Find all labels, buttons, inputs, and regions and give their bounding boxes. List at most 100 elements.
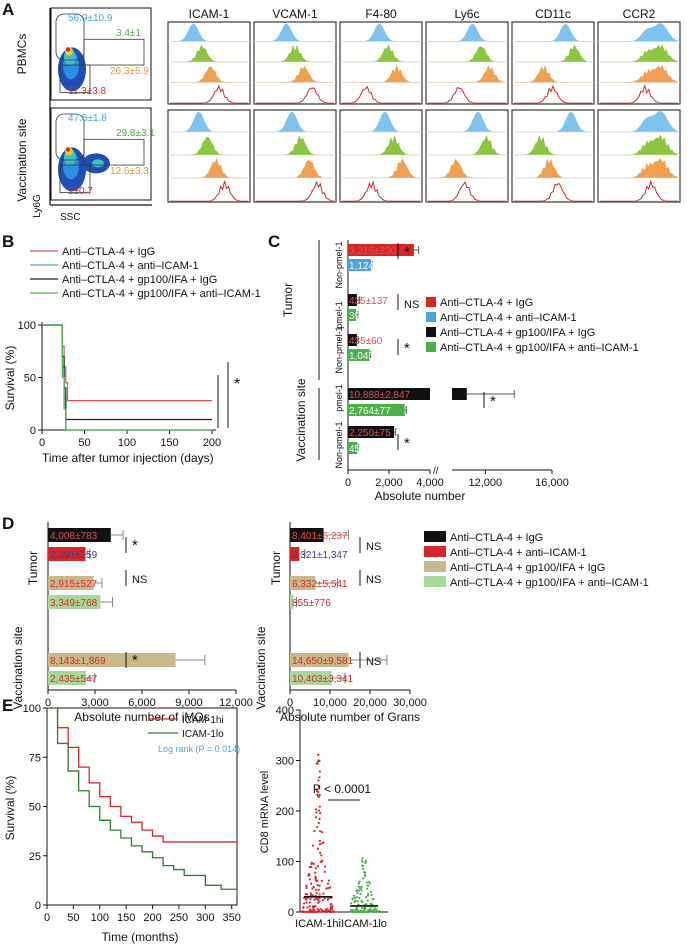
survival-curve-anti-ctla-4-anti-icam-1 <box>42 324 212 431</box>
e-dot-point <box>361 906 364 910</box>
d-gran-bar-value-label: 6,332±5,541 <box>292 579 348 590</box>
survival-curve-anti-ctla-4-gp100-ifa-anti-icam-1 <box>42 324 212 431</box>
e-dot-point <box>330 907 334 910</box>
d-gran-bar <box>290 547 300 561</box>
d-imo-sig-mark: NS <box>132 574 147 586</box>
e-dot-point <box>357 882 360 885</box>
d-group-label: Vaccination site <box>11 626 25 709</box>
flow-density-blob <box>65 147 71 152</box>
flow-gate <box>55 113 85 161</box>
e-dot-point <box>316 883 319 887</box>
legend-label: Anti–CTLA-4 + IgG <box>62 246 155 258</box>
e-dot-point <box>314 867 317 870</box>
flow-gate-percentage: 11.3±3.8 <box>68 86 107 97</box>
marker-heading: F4-80 <box>365 7 397 21</box>
e-dot-point <box>317 753 320 756</box>
x-tick-label: 16,000 <box>535 477 569 489</box>
e-dot-point <box>318 793 321 797</box>
d-gran-bar-value-label: 855±776 <box>292 598 331 609</box>
e-dot-point <box>305 898 308 901</box>
c-bar <box>348 259 372 271</box>
e-dot-point <box>358 896 361 900</box>
x-tick-label: 0 <box>45 697 51 709</box>
legend-swatch <box>424 576 446 587</box>
marker-heading: Ly6c <box>455 7 480 21</box>
e-dot-point <box>359 909 363 912</box>
e-dot-point <box>322 841 325 844</box>
e-dot-point <box>310 882 313 885</box>
e-dot-point <box>327 887 330 890</box>
e-dot-point <box>310 861 314 864</box>
histogram-frame <box>253 21 337 105</box>
e-dot-point <box>305 884 308 888</box>
legend-label: Anti–CTLA-4 + anti–ICAM-1 <box>62 260 199 272</box>
e-dot-point <box>317 909 320 912</box>
e-dot-point <box>317 901 320 904</box>
e-dot-point <box>319 908 322 911</box>
e-dot-point <box>361 860 364 863</box>
e-dot-point <box>329 910 332 913</box>
c-group-label: Tumor <box>281 283 295 317</box>
e-dot-point <box>363 871 367 874</box>
e-dot-point <box>318 759 321 763</box>
c-bar-value-label: 435±60 <box>349 336 383 347</box>
e-dot-point <box>305 901 308 904</box>
flow-row-label: PBMCs <box>15 34 29 75</box>
e-dot-point <box>302 905 305 909</box>
e-dot-point <box>316 762 319 765</box>
e-dot-point <box>377 910 380 913</box>
c-bar <box>348 442 358 454</box>
e-dot-point <box>332 910 335 914</box>
e-dot-point <box>365 881 368 884</box>
e-dot-point <box>317 888 320 891</box>
x-tick-label: 50 <box>67 912 79 924</box>
e-dot-point <box>360 864 364 867</box>
d-imo-bar-value-label: 2,915±527 <box>50 579 98 590</box>
e-dot-point <box>331 905 334 908</box>
legend-label: Anti–CTLA-4 + anti–ICAM-1 <box>450 547 587 559</box>
e-dot-point <box>320 879 323 882</box>
e-dot-point <box>355 889 359 892</box>
e-dot-point <box>308 878 311 881</box>
c-bar <box>348 349 370 361</box>
e-dot-point <box>313 829 316 833</box>
e-dot-point <box>317 809 321 812</box>
e-dot-point <box>320 854 323 857</box>
e-dot-point <box>308 905 311 908</box>
e-dot-point <box>361 867 365 870</box>
e-dot-point <box>364 895 368 899</box>
marker-heading: VCAM-1 <box>272 7 318 21</box>
flow-gate <box>83 38 145 66</box>
e-dot-point <box>312 862 316 866</box>
histogram-frame <box>511 21 595 105</box>
x-tick-label: 12,000 <box>469 477 503 489</box>
e-dot-point <box>323 870 326 873</box>
d-imo-sig-mark: * <box>132 652 138 669</box>
y-tick-label: 75 <box>29 752 41 764</box>
c-bar <box>348 388 430 400</box>
flow-gate <box>59 164 91 194</box>
c-sig-mark: * <box>404 244 410 261</box>
e-dot-point <box>362 908 366 911</box>
y-tick-label: 0 <box>35 900 41 912</box>
e-dot-point <box>306 906 309 909</box>
d-imo-sig-mark: * <box>132 537 138 554</box>
e-dot-point <box>374 908 378 911</box>
e-dot-point <box>316 825 319 829</box>
e-dot-point <box>326 882 330 885</box>
d-imo-bar-value-label: 4,008±783 <box>50 531 98 542</box>
e-dot-point <box>313 898 316 901</box>
e-dot-point <box>305 886 308 890</box>
c-bar <box>452 388 467 400</box>
d-gran-bar-value-label: 2,321±1,347 <box>292 550 348 561</box>
e-dot-point <box>311 887 314 890</box>
e-dot-point <box>323 897 326 900</box>
e-dot-point <box>318 805 321 808</box>
e-dot-point <box>309 897 312 901</box>
e-dot-point <box>317 821 320 825</box>
y-tick-label: 400 <box>276 705 294 717</box>
d-imo-bar <box>48 547 86 561</box>
e-dot-category-label: ICAM-1lo <box>341 918 387 930</box>
survival-curve-anti-ctla-4-igg <box>42 324 212 402</box>
e-dot-point <box>357 885 360 888</box>
